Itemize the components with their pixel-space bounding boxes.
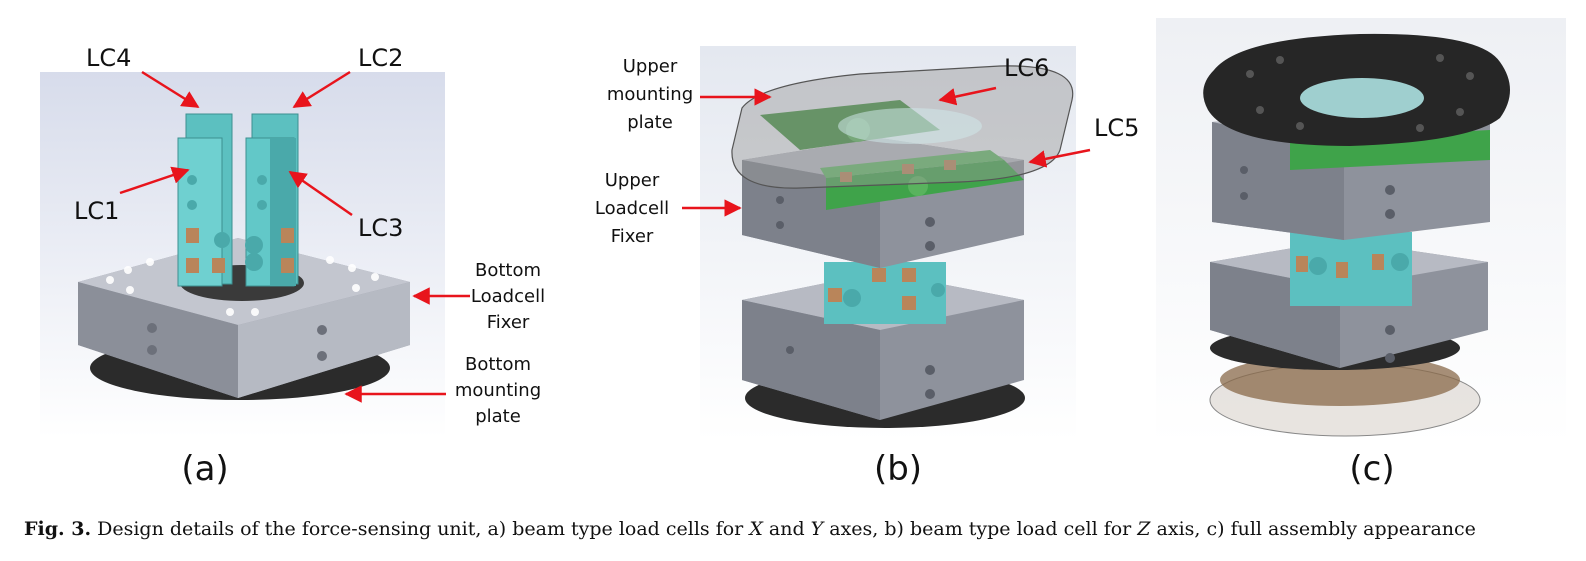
caption-z-axis: Z — [1137, 518, 1151, 540]
label-bottom-plate-1: Bottom — [465, 354, 531, 375]
label-bottom-plate-2: mounting — [455, 380, 541, 401]
caption-text-3: axis, c) full assembly appearance — [1150, 518, 1476, 540]
label-bottom-fixer-1: Bottom — [475, 260, 541, 281]
figure-caption: Fig. 3. Design details of the force-sens… — [24, 516, 1574, 542]
panel-c: (c) — [1156, 18, 1566, 489]
label-upper-fixer-1: Upper — [605, 170, 660, 191]
label-bottom-fixer-2: Loadcell — [471, 286, 545, 307]
label-upper-plate-3: plate — [627, 112, 673, 133]
load-cells-a — [177, 113, 299, 287]
label-lc4: LC4 — [86, 44, 131, 72]
caption-and: and — [762, 518, 811, 540]
caption-text-2: axes, b) beam type load cell for — [823, 518, 1138, 540]
caption-x-axis: X — [749, 518, 763, 540]
panel-a: LC4 LC2 LC1 LC3 Bottom Loadcell Fixer Bo… — [40, 44, 545, 489]
label-upper-fixer-2: Loadcell — [595, 198, 669, 219]
label-lc2: LC2 — [358, 44, 403, 72]
panel-c-top-plate-hole — [1300, 78, 1424, 118]
panel-b-upper-plate-hole — [838, 108, 982, 144]
caption-text-1: Design details of the force-sensing unit… — [97, 518, 750, 540]
panel-a-arrows — [119, 70, 470, 403]
caption-figure-id: Fig. 3. — [24, 518, 92, 540]
label-upper-plate-1: Upper — [623, 56, 678, 77]
label-bottom-fixer-3: Fixer — [487, 312, 530, 333]
label-lc1: LC1 — [74, 197, 119, 225]
label-lc3: LC3 — [358, 214, 403, 242]
panel-label-c: (c) — [1349, 449, 1394, 489]
caption-y-axis: Y — [810, 518, 824, 540]
label-lc5: LC5 — [1094, 114, 1139, 142]
panel-b-lower-fixer-shape — [742, 272, 1024, 420]
label-lc6: LC6 — [1004, 54, 1049, 82]
label-upper-plate-2: mounting — [607, 84, 693, 105]
panel-label-b: (b) — [874, 449, 922, 489]
panel-b-arrows — [682, 86, 1091, 217]
panel-b-load-cells-shape — [824, 262, 946, 324]
panel-c-load-cells-shape — [1290, 232, 1412, 306]
panel-b: Upper mounting plate LC6 LC5 Upper Loadc… — [595, 46, 1139, 489]
label-bottom-plate-3: plate — [475, 406, 521, 427]
panel-c-top-plate-holes — [1246, 54, 1474, 132]
label-upper-fixer-3: Fixer — [611, 226, 654, 247]
panel-label-a: (a) — [181, 449, 228, 489]
